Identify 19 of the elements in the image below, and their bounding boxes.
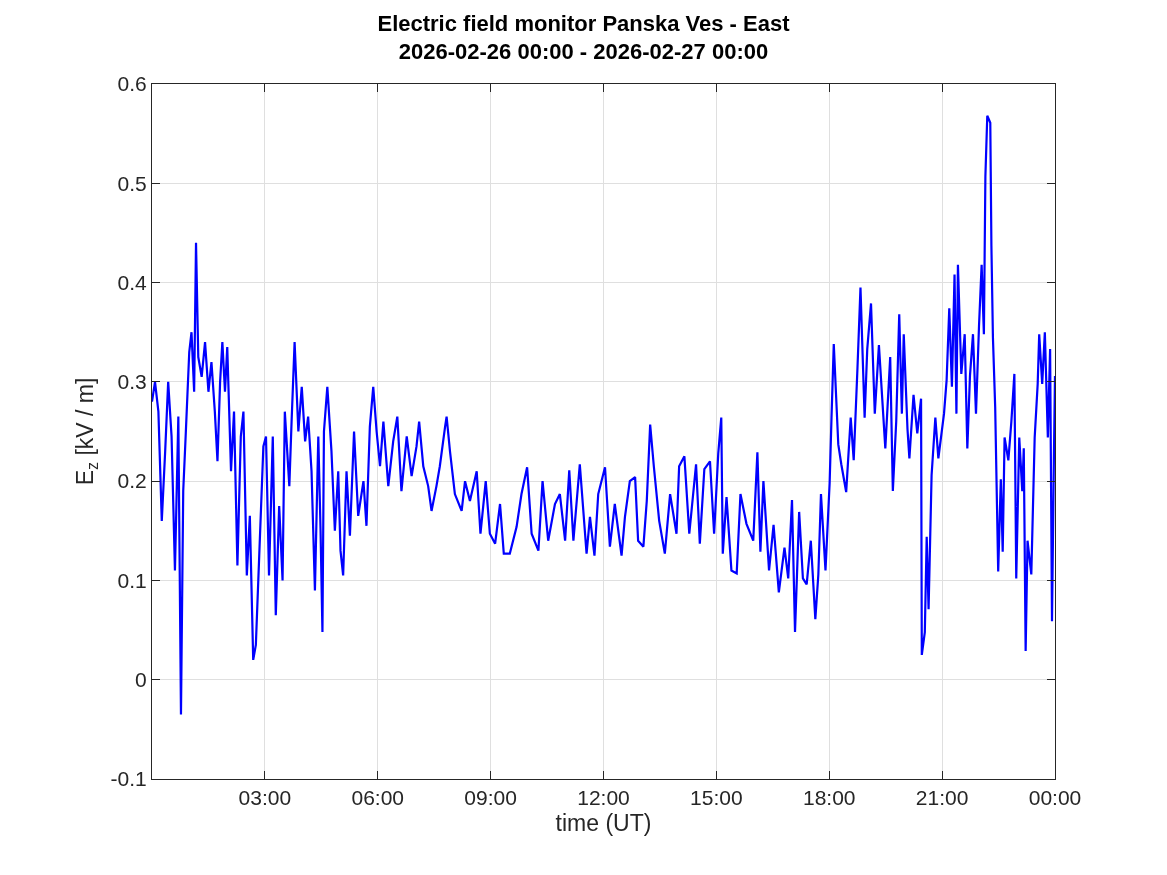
x-tick-label: 03:00 — [238, 786, 292, 810]
x-tick-label: 15:00 — [690, 786, 743, 810]
x-tick-label: 21:00 — [915, 786, 969, 810]
y-tick-label: 0.3 — [117, 370, 147, 394]
line-series — [152, 114, 1055, 716]
x-tick-label: 09:00 — [464, 786, 517, 810]
x-tick-label: 12:00 — [577, 786, 630, 810]
y-tick-label: 0.5 — [117, 171, 147, 195]
y-tick-label: 0.6 — [117, 72, 147, 96]
y-tick-label: 0.4 — [117, 270, 148, 294]
y-tick-label: 0 — [135, 668, 147, 692]
y-tick-label: -0.1 — [110, 767, 147, 791]
y-tick-label: 0.1 — [117, 568, 147, 592]
x-tick-label: 06:00 — [351, 786, 405, 810]
y-tick-label: 0.2 — [117, 469, 147, 493]
x-axis-title: time (UT) — [555, 809, 652, 836]
chart-title: Electric field monitor Panska Ves - East 2026-02-26 00:00 - 2026-02-27 00:00 — [377, 10, 791, 65]
x-tick-label: 18:00 — [802, 786, 856, 810]
x-tick-label: 00:00 — [1028, 786, 1082, 810]
